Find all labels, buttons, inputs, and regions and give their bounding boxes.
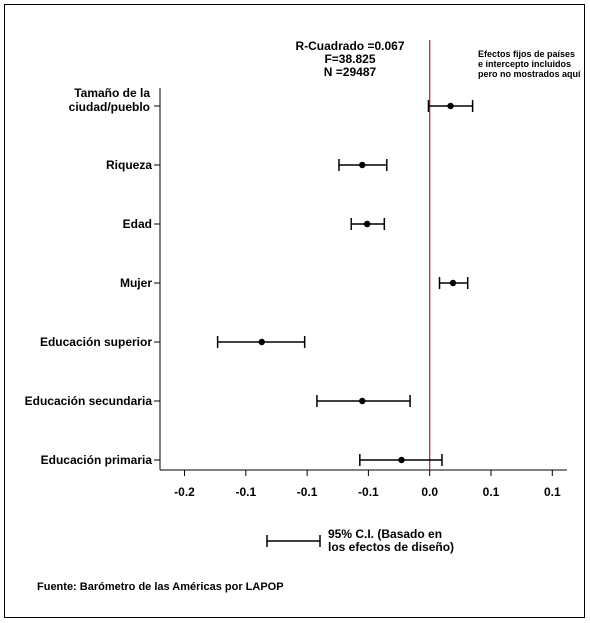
coefficient-point	[359, 161, 366, 169]
fixed-effects-note: Efectos fijos de países	[478, 49, 575, 59]
coefficient-point	[363, 220, 371, 228]
y-category-label: Riqueza	[106, 158, 152, 172]
coefficient-point	[398, 456, 405, 464]
coefficient-point	[447, 102, 454, 110]
y-category-label: Edad	[123, 217, 152, 231]
x-tick-label: 0.1	[544, 485, 561, 499]
coefficient-point	[359, 397, 366, 405]
y-category-label: ciudad/pueblo	[69, 100, 150, 114]
coefficient-point	[258, 338, 265, 346]
y-category-label: Educación primaria	[41, 453, 153, 467]
model-statistic: F=38.825	[324, 52, 375, 66]
model-statistic: N =29487	[324, 65, 377, 79]
y-category-label: Tamaño de la	[74, 86, 150, 100]
source-note: Fuente: Barómetro de las Américas por LA…	[37, 581, 284, 593]
fixed-effects-note: e intercepto incluidos	[478, 59, 571, 69]
y-category-label: Educación secundaria	[25, 394, 153, 408]
x-tick-label: -0.1	[297, 485, 318, 499]
x-tick-label: -0.2	[174, 485, 195, 499]
chart-frame	[4, 4, 585, 618]
y-category-label: Educación superior	[40, 335, 152, 349]
x-tick-label: 0.1	[483, 485, 500, 499]
coefficient-point	[449, 279, 457, 287]
y-category-label: Mujer	[120, 276, 152, 290]
legend-label: 95% C.I. (Basado en	[328, 527, 442, 541]
legend-label: los efectos de diseño)	[328, 540, 454, 554]
x-tick-label: -0.1	[358, 485, 379, 499]
fixed-effects-note: pero no mostrados aquí	[478, 69, 581, 79]
x-tick-label: -0.1	[235, 485, 256, 499]
model-statistic: R-Cuadrado =0.067	[295, 39, 404, 53]
x-tick-label: 0.0	[421, 485, 438, 499]
